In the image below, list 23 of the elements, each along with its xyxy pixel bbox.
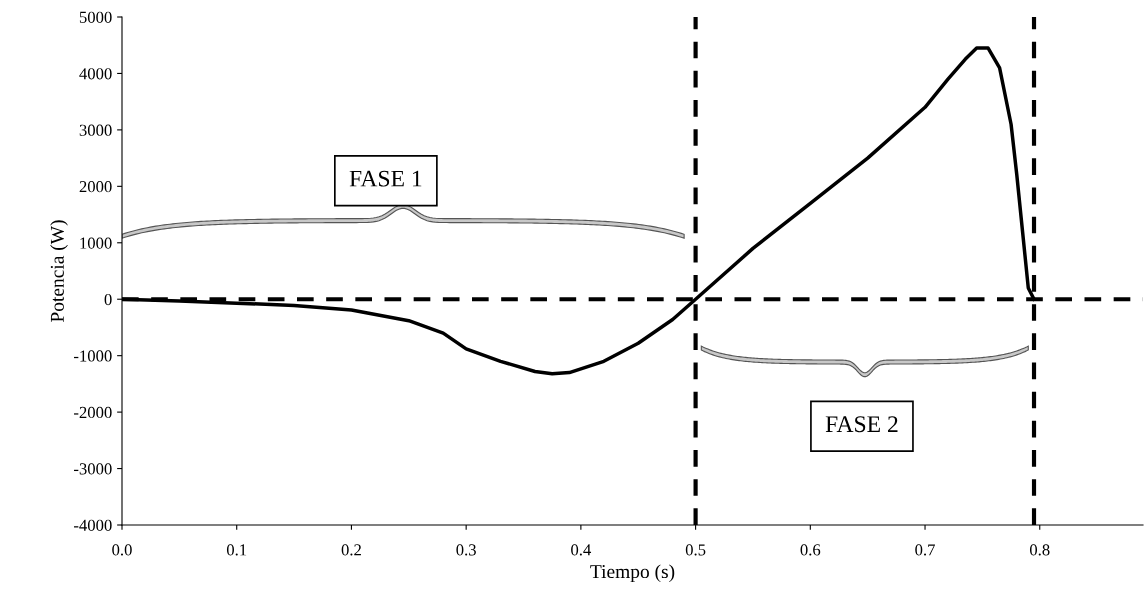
x-tick-label: 0.6 xyxy=(800,544,821,556)
x-tick-label: 0.5 xyxy=(685,544,706,556)
y-tick-label: -2000 xyxy=(74,406,112,419)
x-tick-label: 0.2 xyxy=(341,544,361,556)
y-tick-label: -1000 xyxy=(74,350,112,362)
y-tick-label: 0 xyxy=(104,293,112,306)
x-axis-title: Tiempo (s) xyxy=(590,564,675,583)
y-tick-label: 5000 xyxy=(79,11,112,23)
x-tick-label: 0.0 xyxy=(112,544,132,556)
x-tick-label: 0.8 xyxy=(1029,544,1050,556)
y-tick-label: -4000 xyxy=(74,519,112,531)
x-tick-label: 0.7 xyxy=(915,544,935,556)
annotation: FASE 2 xyxy=(825,416,898,433)
x-tick-label: 0.3 xyxy=(456,544,476,556)
x-tick-label: 0.1 xyxy=(226,544,247,556)
y-tick-label: 1000 xyxy=(80,237,112,249)
y-axis-title: Potencia (W) xyxy=(50,220,68,322)
y-tick-label: 2000 xyxy=(79,181,112,193)
annotation: FASE 1 xyxy=(349,170,422,187)
x-tick-label: 0.4 xyxy=(571,544,592,556)
y-tick-label: 4000 xyxy=(79,68,112,80)
y-tick-label: 3000 xyxy=(79,124,112,136)
y-tick-label: -3000 xyxy=(74,463,112,475)
